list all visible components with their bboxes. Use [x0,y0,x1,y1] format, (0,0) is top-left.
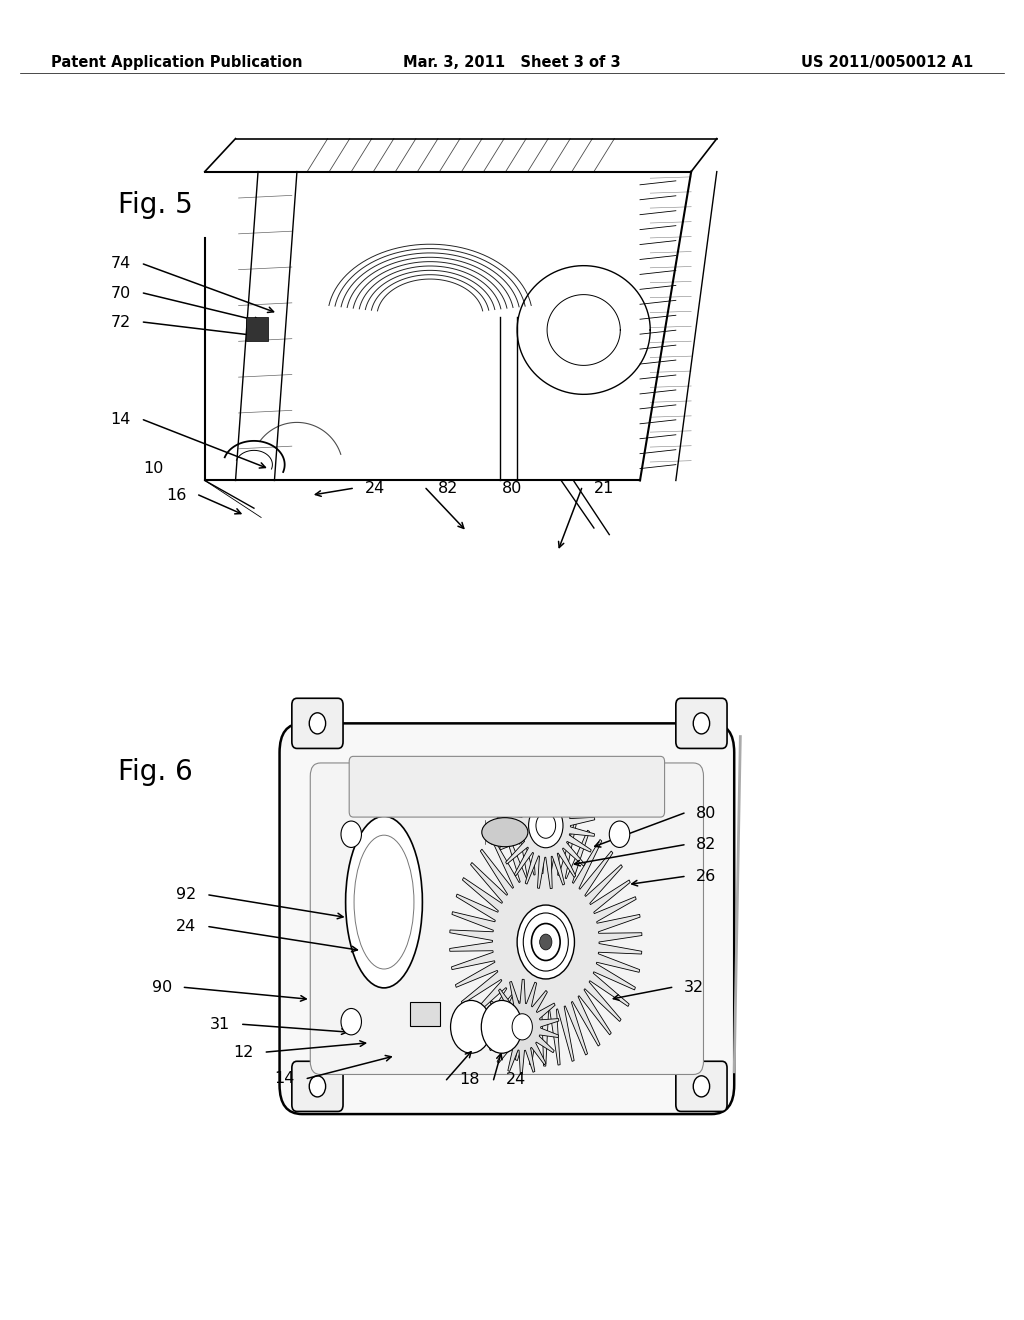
Bar [246,317,268,341]
FancyBboxPatch shape [676,698,727,748]
Polygon shape [497,763,595,888]
Text: 82: 82 [696,837,717,853]
Text: 80: 80 [502,480,522,496]
Circle shape [693,1076,710,1097]
Circle shape [693,713,710,734]
Text: Fig. 6: Fig. 6 [118,758,193,787]
Circle shape [341,1008,361,1035]
Ellipse shape [354,836,414,969]
Text: 18: 18 [459,1072,479,1088]
FancyBboxPatch shape [676,1061,727,1111]
Text: 90: 90 [152,979,172,995]
Circle shape [528,804,563,847]
Circle shape [451,1001,492,1053]
Text: 74: 74 [637,774,657,789]
Circle shape [309,713,326,734]
Text: 14: 14 [111,412,131,428]
Circle shape [609,821,630,847]
Text: 92: 92 [176,887,197,903]
Text: US 2011/0050012 A1: US 2011/0050012 A1 [801,54,973,70]
Text: 26: 26 [696,869,717,884]
Text: 82: 82 [438,480,459,496]
Circle shape [309,1076,326,1097]
Text: 72: 72 [111,314,131,330]
Text: 24: 24 [506,1072,526,1088]
Text: 14: 14 [274,1071,295,1086]
Circle shape [517,906,574,979]
Polygon shape [450,818,642,1067]
FancyBboxPatch shape [292,1061,343,1111]
Circle shape [512,1014,532,1040]
Text: Mar. 3, 2011   Sheet 3 of 3: Mar. 3, 2011 Sheet 3 of 3 [403,54,621,70]
Text: 21: 21 [594,480,614,496]
Text: 31: 31 [210,1016,230,1032]
Circle shape [531,924,560,961]
Text: Patent Application Publication: Patent Application Publication [51,54,303,70]
Ellipse shape [481,817,528,846]
Ellipse shape [346,816,422,987]
Text: 10: 10 [143,461,164,477]
Circle shape [523,913,568,972]
FancyBboxPatch shape [310,763,703,1074]
Text: 74: 74 [111,256,131,272]
FancyBboxPatch shape [349,756,665,817]
Text: 16: 16 [166,487,186,503]
Circle shape [540,935,552,950]
Circle shape [536,813,556,838]
Text: 24: 24 [365,480,385,496]
Polygon shape [485,979,559,1074]
Text: 24: 24 [176,919,197,935]
FancyBboxPatch shape [280,723,734,1114]
Text: 70: 70 [111,285,131,301]
Circle shape [481,1001,522,1053]
Text: 12: 12 [233,1044,254,1060]
Text: Fig. 5: Fig. 5 [118,190,193,219]
Circle shape [341,821,361,847]
Bar [410,1002,440,1026]
FancyBboxPatch shape [292,698,343,748]
Text: 32: 32 [684,979,705,995]
Text: 80: 80 [696,805,717,821]
